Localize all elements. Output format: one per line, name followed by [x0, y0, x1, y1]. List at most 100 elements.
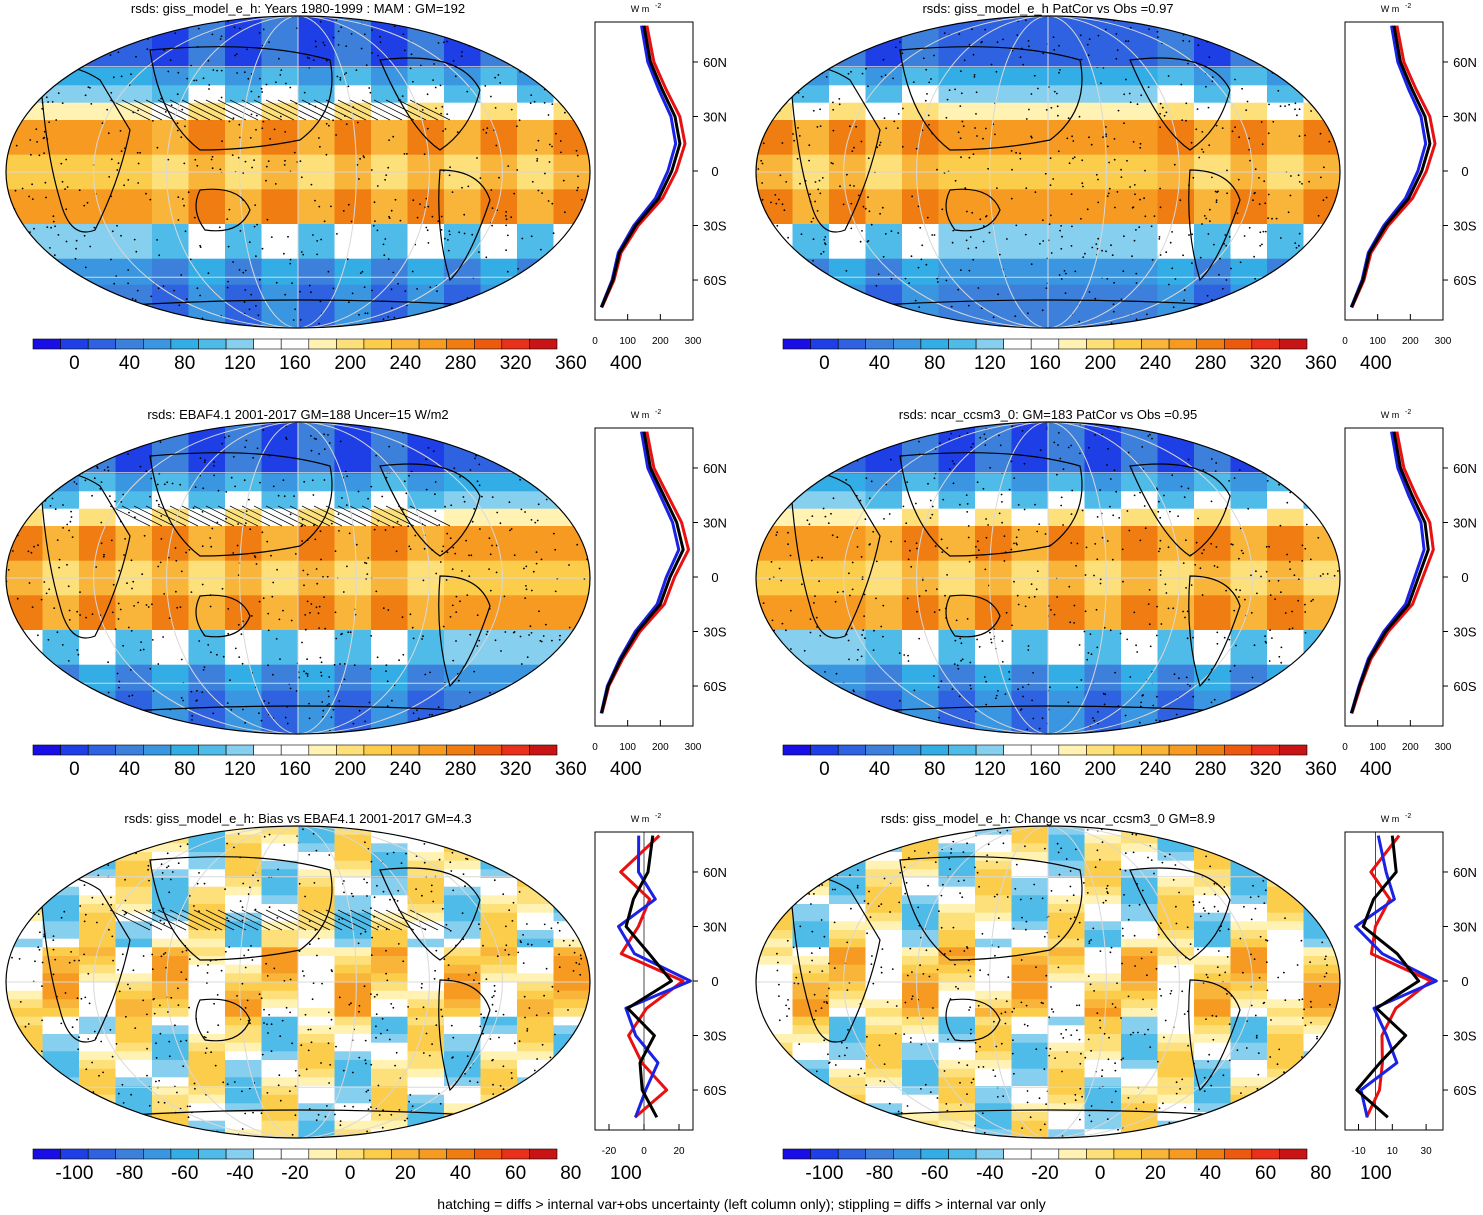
colorbar-swatch [1223, 744, 1253, 756]
lat-label: 0 [711, 570, 718, 585]
zonal-profile: W m -2 60N 30N 0 30S 60S 0 100 200 300 [592, 3, 727, 347]
colorbar-tick-label: 360 [555, 353, 587, 374]
profile-x-tick-label: 200 [652, 336, 669, 347]
profile-x-tick-label: 10 [1387, 1146, 1399, 1157]
colorbar-swatch [198, 338, 227, 350]
colorbar-swatch [501, 338, 530, 350]
colorbar-swatch [1196, 338, 1225, 350]
map-svg: 0 40 80 120 160 200 240 280 320 360 400 W m -2 60N 30N… [5, 409, 727, 780]
map-border [5, 825, 591, 1139]
lat-label: 30N [1453, 919, 1477, 934]
colorbar-swatch [391, 1148, 420, 1160]
colorbar-swatch [87, 744, 117, 756]
lat-label: 60S [703, 273, 726, 288]
colorbar-tick-label: 0 [69, 353, 80, 374]
colorbar-tick-label: 280 [1195, 353, 1227, 374]
colorbar-tick-label: 200 [334, 353, 366, 374]
colorbar: -100 -80 -60 -40 -20 0 20 40 60 80 100 [782, 1148, 1392, 1184]
colorbar-swatch [115, 744, 144, 756]
colorbar-swatch [418, 1148, 448, 1160]
graticule [756, 826, 1340, 1138]
profile-x-tick-label: 30 [1421, 1146, 1433, 1157]
colorbar-tick-label: -100 [805, 1163, 843, 1184]
profile-units: W m [631, 814, 650, 824]
colorbar-swatch [363, 338, 392, 350]
colorbar-swatch [529, 338, 558, 350]
colorbar-tick-label: -100 [55, 1163, 93, 1184]
colorbar-tick-label: 360 [1305, 759, 1337, 780]
colorbar-swatch [948, 744, 977, 756]
colorbar-tick-label: 240 [1139, 759, 1171, 780]
profile-x-tick-label: 100 [619, 742, 636, 753]
colorbar-tick-label: 320 [500, 759, 532, 780]
colorbar-swatch [1003, 338, 1032, 350]
graticule [756, 422, 1340, 734]
colorbar-tick-label: 20 [395, 1163, 416, 1184]
colorbar-swatch [143, 338, 172, 350]
profile-units: W m [631, 4, 650, 14]
profile-x-tick-label: -20 [602, 1146, 617, 1157]
colorbar-swatch [1030, 338, 1060, 350]
colorbar-tick-label: 160 [279, 759, 311, 780]
lat-label: 60N [1453, 55, 1477, 70]
colorbar-tick-label: -20 [281, 1163, 308, 1184]
map-title: rsds: giss_model_e_h: Change vs ncar_ccs… [880, 811, 1216, 826]
zonal-profile: W m -2 60N 30N 0 30S 60S 0 100 200 300 [592, 409, 727, 753]
colorbar-swatch [87, 338, 117, 350]
graticule [756, 16, 1340, 328]
lat-label: 60N [703, 55, 727, 70]
profile-units: W m [1381, 4, 1400, 14]
colorbar-swatch [837, 1148, 867, 1160]
colorbar-tick-label: 80 [174, 759, 195, 780]
profile-units-exponent: -2 [1405, 813, 1411, 820]
lat-label: 60S [1453, 273, 1476, 288]
profile-x-tick-label: -10 [1351, 1146, 1366, 1157]
colorbar-tick-label: 80 [560, 1163, 581, 1184]
colorbar-swatch [782, 1148, 811, 1160]
profile-x-tick-label: 200 [1402, 336, 1419, 347]
colorbar-swatch [60, 338, 89, 350]
profile-units-exponent: -2 [655, 813, 661, 820]
colorbar-tick-label: 40 [119, 759, 140, 780]
colorbar-swatch [60, 1148, 89, 1160]
lat-label: 30S [703, 1029, 726, 1044]
lat-label: 30N [1453, 515, 1477, 530]
lat-label: 0 [1461, 570, 1468, 585]
colorbar-swatch [1251, 744, 1280, 756]
colorbar-swatch [529, 1148, 558, 1160]
colorbar-swatch [501, 744, 530, 756]
colorbar-swatch [865, 338, 894, 350]
profile-x-tick-label: 200 [652, 742, 669, 753]
colorbar-swatch [1141, 744, 1170, 756]
profile-line-blue [1349, 25, 1428, 308]
lat-label: 0 [1461, 164, 1468, 179]
colorbar-swatch [893, 338, 922, 350]
colorbar-swatch [446, 744, 475, 756]
lat-label: 0 [711, 164, 718, 179]
colorbar-swatch [336, 744, 365, 756]
colorbar-tick-label: -20 [1031, 1163, 1058, 1184]
map-border [755, 15, 1341, 329]
colorbar-tick-label: 200 [334, 759, 366, 780]
map-title: rsds: ncar_ccsm3_0: GM=183 PatCor vs Obs… [898, 407, 1198, 422]
colorbar-swatch [810, 744, 839, 756]
colorbar-swatch [363, 744, 392, 756]
map-border [5, 421, 591, 735]
map-svg: 0 40 80 120 160 200 240 280 320 360 400 W m -2 60N 30N… [755, 3, 1477, 374]
colorbar-swatch [225, 1148, 255, 1160]
profile-line-black [1350, 431, 1430, 714]
colorbar-tick-label: 320 [500, 353, 532, 374]
colorbar-tick-label: 160 [279, 353, 311, 374]
colorbar-tick-label: 160 [1029, 759, 1061, 780]
colorbar-swatch [32, 1148, 61, 1160]
lat-label: 30S [703, 625, 726, 640]
colorbar-tick-label: 100 [610, 1163, 642, 1184]
colorbar-swatch [308, 1148, 337, 1160]
map-title: rsds: EBAF4.1 2001-2017 GM=188 Uncer=15 … [147, 407, 449, 422]
panel-p3: rsds: EBAF4.1 2001-2017 GM=188 Uncer=15 … [0, 406, 733, 806]
colorbar-swatch [1086, 744, 1115, 756]
colorbar-swatch [1003, 1148, 1032, 1160]
colorbar-swatch [1113, 744, 1142, 756]
colorbar-tick-label: -60 [171, 1163, 198, 1184]
colorbar-tick-label: 280 [445, 353, 477, 374]
